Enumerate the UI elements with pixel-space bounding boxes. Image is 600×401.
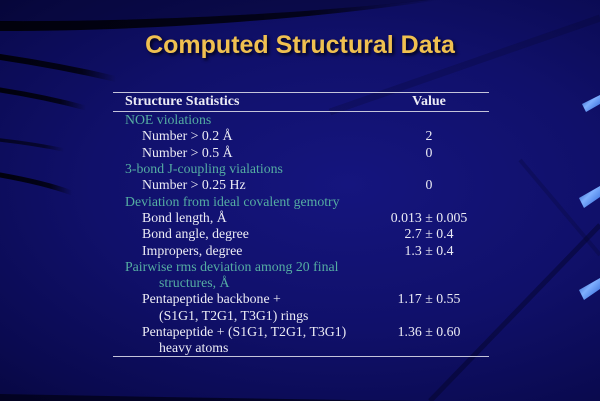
row-label: Impropers, degree	[142, 242, 243, 258]
row-label: structures, Å	[159, 275, 230, 291]
table-row: Bond angle, degree 2.7 ± 0.4	[113, 226, 489, 242]
table-row: 3-bond J-coupling vialations	[113, 161, 489, 177]
row-label: NOE violations	[125, 112, 212, 128]
row-value: 0	[425, 144, 433, 160]
row-label: Pentapeptide + (S1G1, T2G1, T3G1)	[142, 324, 347, 339]
table-row: heavy atoms	[113, 340, 489, 356]
blue-ribbon-segments	[579, 95, 600, 300]
table-bottom-rule	[113, 356, 489, 358]
table-row: Number > 0.2 Å 2	[113, 128, 489, 144]
table-row: NOE violations	[113, 112, 489, 128]
row-value: 1.3 ± 0.4	[404, 242, 454, 258]
row-value: 2	[425, 128, 433, 144]
row-value: 0	[425, 177, 433, 193]
row-label: Number > 0.2 Å	[142, 128, 233, 144]
row-value: 0.013 ± 0.005	[390, 209, 468, 225]
row-label: heavy atoms	[159, 340, 229, 356]
table-row: (S1G1, T2G1, T3G1) rings	[113, 308, 489, 324]
header-value: Value	[412, 94, 446, 109]
row-label: Deviation from ideal covalent gemotry	[125, 193, 340, 209]
row-label: Number > 0.5 Å	[142, 144, 233, 160]
table-row: Pairwise rms deviation among 20 final	[113, 259, 489, 275]
table-row: Bond length, Å 0.013 ± 0.005	[113, 210, 489, 226]
row-label: Bond length, Å	[142, 209, 227, 225]
table-row: Pentapeptide backbone + 1.17 ± 0.55	[113, 291, 489, 307]
top-swoosh	[0, 0, 440, 31]
row-label: Pairwise rms deviation among 20 final	[125, 258, 339, 274]
table-row: Deviation from ideal covalent gemotry	[113, 193, 489, 209]
table-row: Impropers, degree 1.3 ± 0.4	[113, 242, 489, 258]
table-row: Number > 0.25 Hz 0	[113, 177, 489, 193]
row-label: Pentapeptide backbone +	[142, 291, 281, 307]
table-row: Pentapeptide + (S1G1, T2G1, T3G1) 1.36 ±…	[113, 324, 489, 340]
row-value: 1.17 ± 0.55	[397, 291, 461, 307]
table-header-row: Structure Statistics Value	[113, 92, 489, 112]
slide-title: Computed Structural Data	[145, 31, 455, 59]
header-structure-statistics: Structure Statistics	[125, 94, 240, 109]
row-label: 3-bond J-coupling vialations	[125, 161, 283, 177]
table-row: Number > 0.5 Å 0	[113, 145, 489, 161]
table-row: structures, Å	[113, 275, 489, 291]
table-body: NOE violations Number > 0.2 Å 2 Number >…	[113, 112, 489, 356]
row-label: (S1G1, T2G1, T3G1) rings	[159, 307, 309, 323]
structure-statistics-table: Structure Statistics Value NOE violation…	[113, 92, 489, 358]
row-value: 2.7 ± 0.4	[404, 226, 454, 242]
row-label: Bond angle, degree	[142, 226, 249, 242]
row-label: Number > 0.25 Hz	[142, 177, 246, 193]
bottom-shadow	[0, 394, 420, 401]
row-value: 1.36 ± 0.60	[397, 324, 461, 339]
left-arcs	[0, 54, 119, 196]
